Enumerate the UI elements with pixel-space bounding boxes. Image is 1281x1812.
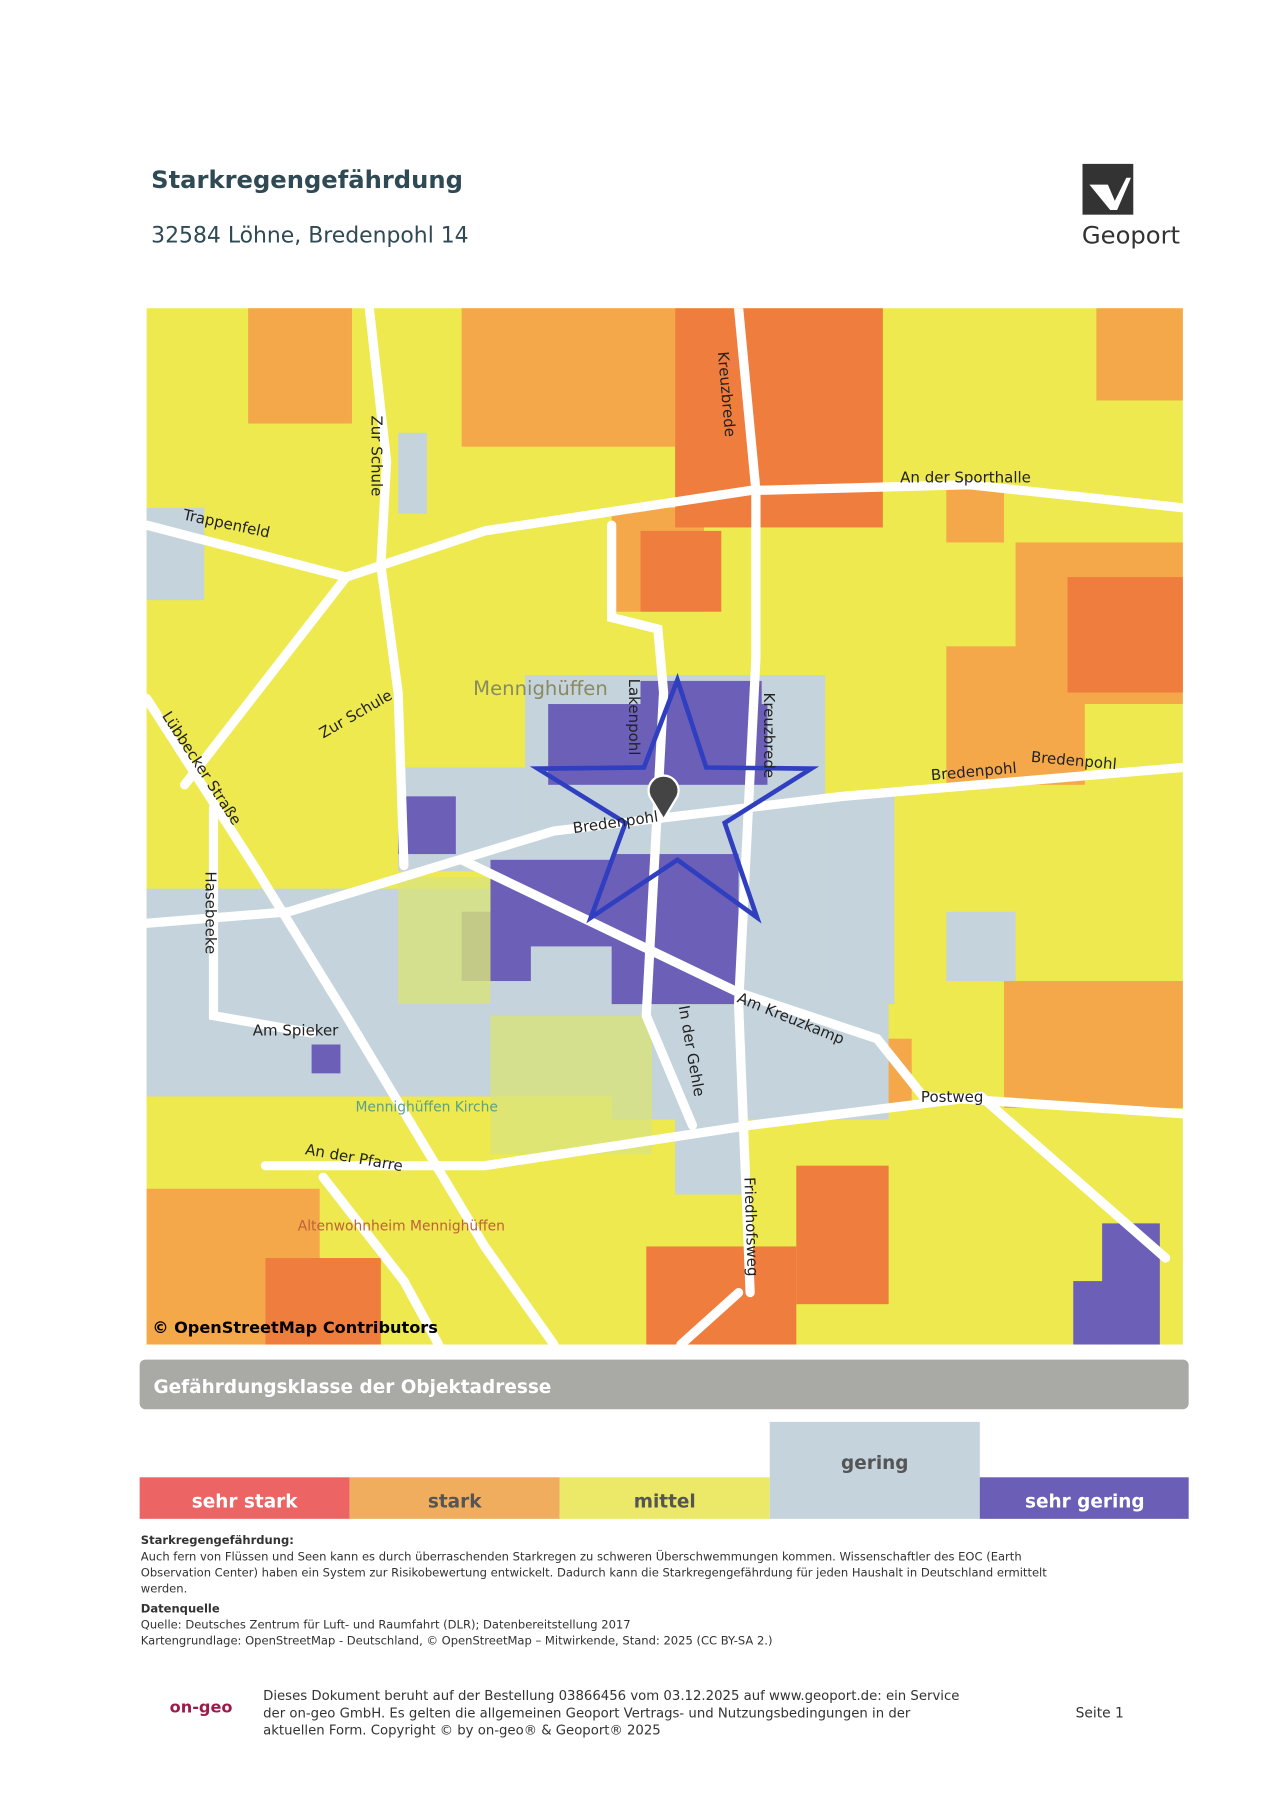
info: Starkregengefährdung: Auch fern von Flüs…	[141, 1533, 1047, 1647]
logo-text: Geoport	[1082, 222, 1180, 250]
map: Zur Schule Kreuzbrede An der Sporthalle …	[146, 308, 1183, 1345]
source-heading: Datenquelle	[141, 1601, 220, 1615]
legend-class: mittel	[634, 1491, 696, 1512]
info-line: Auch fern von Flüssen und Seen kann es d…	[141, 1547, 1022, 1563]
info-line: Observation Center) haben ein System zur…	[141, 1566, 1047, 1580]
legend-class: stark	[428, 1491, 482, 1512]
footer: on-geo Dieses Dokument beruht auf der Be…	[170, 1689, 1124, 1739]
map-label: Zur Schule	[368, 415, 386, 496]
footer-line: Dieses Dokument beruht auf der Bestellun…	[263, 1689, 959, 1704]
legend-class: sehr stark	[192, 1491, 299, 1512]
title: Starkregengefährdung	[151, 166, 463, 194]
map-attribution: © OpenStreetMap Contributors	[152, 1318, 438, 1337]
source-line: Kartengrundlage: OpenStreetMap - Deutsch…	[141, 1634, 773, 1648]
footer-line: aktuellen Form. Copyright © by on-geo® &…	[263, 1724, 661, 1739]
legend-class: gering	[841, 1453, 908, 1474]
map-label: Lakenpohl	[625, 679, 643, 756]
legend-class: sehr gering	[1025, 1491, 1145, 1512]
map-label: Postweg	[921, 1088, 983, 1106]
map-label: Friedhofsweg	[740, 1177, 761, 1277]
map-label: Mennighüffen Kirche	[355, 1099, 497, 1115]
footer-logo: on-geo	[170, 1698, 233, 1717]
address: 32584 Löhne, Bredenpohl 14	[151, 223, 468, 248]
legend: Gefährdungsklasse der Objektadresse sehr…	[139, 1359, 1189, 1519]
map-label: Hasebeeke	[201, 871, 219, 954]
map-label: An der Sporthalle	[900, 468, 1031, 486]
footer-line: der on-geo GmbH. Es gelten die allgemein…	[263, 1706, 911, 1721]
map-label: Am Spieker	[253, 1021, 339, 1039]
legend-title: Gefährdungsklasse der Objektadresse	[153, 1377, 551, 1398]
map-label: Mennighüffen	[473, 677, 608, 700]
map-label: Altenwohnheim Mennighüffen	[298, 1218, 505, 1234]
page-number: Seite 1	[1076, 1705, 1124, 1721]
info-heading: Starkregengefährdung:	[141, 1533, 294, 1547]
logo: Geoport	[1082, 163, 1180, 250]
source-line: Quelle: Deutsches Zentrum für Luft- und …	[141, 1617, 631, 1631]
map-label: Kreuzbrede	[760, 692, 778, 778]
info-line: werden.	[141, 1582, 187, 1596]
